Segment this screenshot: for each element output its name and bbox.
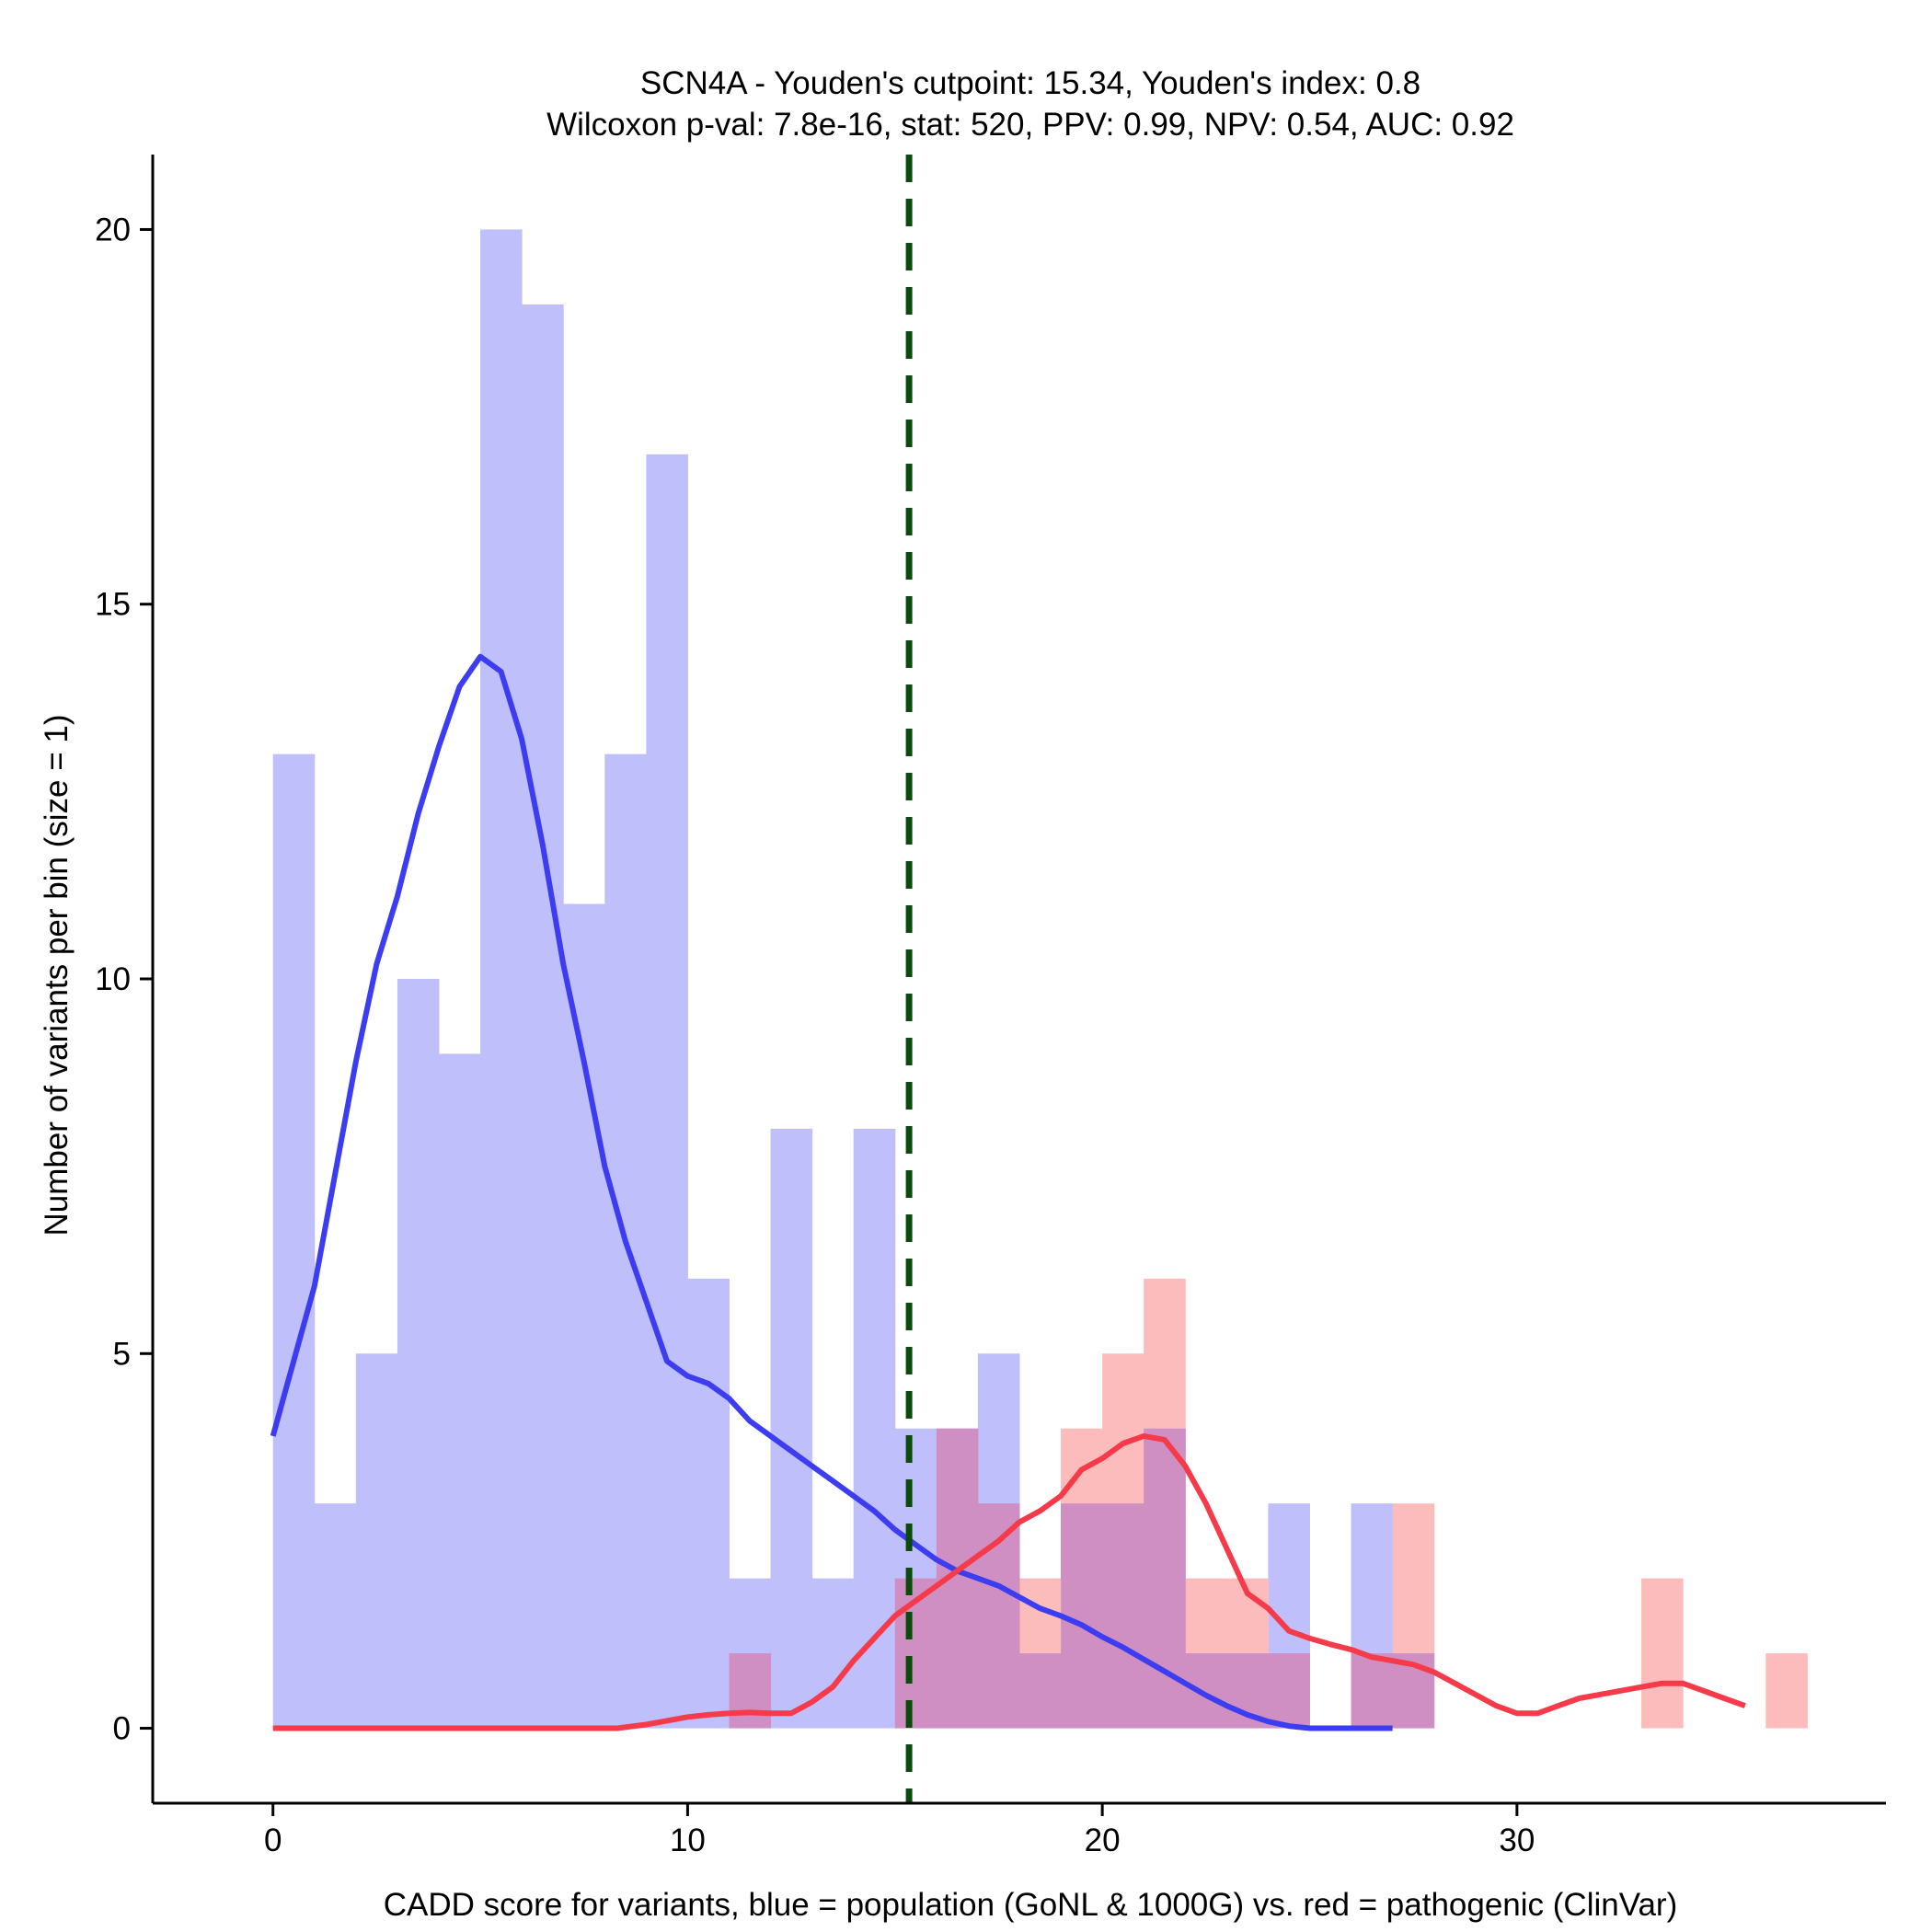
y-tick-label: 20 bbox=[95, 212, 131, 247]
population-bar bbox=[853, 1128, 896, 1729]
pathogenic-bars bbox=[1019, 1278, 1808, 1729]
overlap-bar bbox=[1185, 1653, 1227, 1729]
pathogenic-density-line bbox=[272, 1432, 1746, 1731]
x-tick-label: 20 bbox=[1085, 1823, 1121, 1858]
chart-title-line1: SCN4A - Youden's cutpoint: 15.34, Youden… bbox=[640, 65, 1420, 101]
overlap-bars bbox=[729, 1428, 1435, 1729]
population-bar bbox=[272, 753, 316, 1729]
population-bar bbox=[480, 229, 523, 1729]
pathogenic-bar bbox=[1641, 1578, 1684, 1729]
x-tick-label: 10 bbox=[670, 1823, 706, 1858]
overlap-bar bbox=[1351, 1653, 1394, 1729]
population-bar bbox=[314, 1503, 357, 1729]
y-axis-ticks: 0 5 10 15 20 bbox=[95, 212, 153, 1747]
pathogenic-bar bbox=[1144, 1278, 1186, 1429]
y-tick-label: 15 bbox=[95, 587, 131, 623]
y-axis-label: Number of variants per bin (size = 1) bbox=[39, 714, 75, 1236]
population-bar bbox=[646, 454, 688, 1729]
y-tick-label: 10 bbox=[95, 961, 131, 997]
population-bar bbox=[811, 1578, 855, 1729]
overlap-bar bbox=[1102, 1503, 1144, 1729]
x-tick-label: 0 bbox=[264, 1823, 282, 1858]
y-tick-label: 5 bbox=[113, 1336, 131, 1372]
population-bar bbox=[563, 903, 605, 1729]
population-bar bbox=[355, 1353, 398, 1729]
population-bar bbox=[438, 1053, 481, 1729]
population-bar bbox=[770, 1128, 813, 1729]
overlap-bar bbox=[1144, 1428, 1186, 1729]
pathogenic-bar bbox=[1765, 1653, 1808, 1729]
population-bar bbox=[687, 1278, 730, 1729]
pathogenic-bar bbox=[1392, 1503, 1435, 1654]
overlap-bar bbox=[1019, 1653, 1062, 1729]
pathogenic-bar bbox=[1102, 1353, 1144, 1504]
overlap-bar bbox=[729, 1653, 772, 1729]
overlap-bar bbox=[1061, 1503, 1103, 1729]
population-bar bbox=[522, 304, 564, 1729]
x-axis-ticks: 0 10 20 30 bbox=[264, 1803, 1535, 1858]
pathogenic-bar bbox=[1185, 1578, 1227, 1654]
chart-title-line2: Wilcoxon p-val: 7.8e-16, stat: 520, PPV:… bbox=[546, 107, 1514, 143]
x-axis-label: CADD score for variants, blue = populati… bbox=[384, 1887, 1678, 1923]
population-bars bbox=[272, 229, 1435, 1729]
population-bar bbox=[397, 979, 440, 1729]
overlap-bar bbox=[1268, 1653, 1311, 1729]
y-tick-label: 0 bbox=[113, 1711, 131, 1747]
x-tick-label: 30 bbox=[1499, 1823, 1535, 1858]
population-density-line bbox=[270, 653, 1393, 1731]
